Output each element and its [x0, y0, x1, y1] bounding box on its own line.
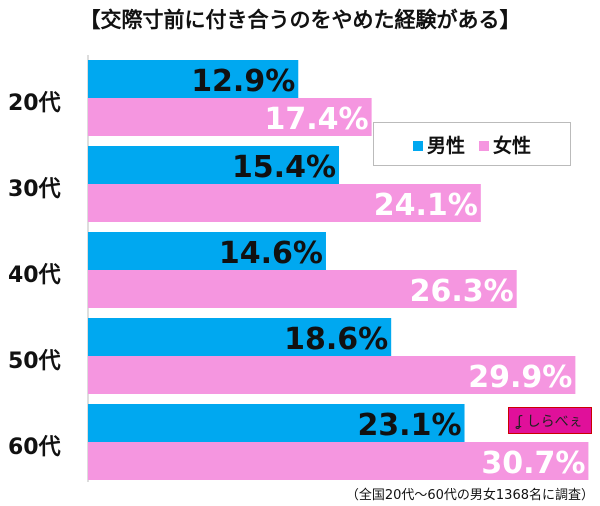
- legend-label-male: 男性: [426, 134, 465, 157]
- bar-male: [88, 404, 465, 442]
- data-label: 30.7%: [481, 446, 585, 481]
- category-label: 20代: [8, 91, 61, 116]
- category-label: 30代: [8, 177, 61, 202]
- legend-swatch-male: [412, 141, 423, 151]
- bar-female: [88, 442, 589, 480]
- bar-female: [88, 356, 576, 394]
- bar-female: [88, 98, 372, 136]
- data-label: 17.4%: [265, 102, 369, 137]
- data-label: 26.3%: [410, 274, 514, 309]
- data-label: 29.9%: [468, 360, 572, 395]
- data-label: 24.1%: [374, 188, 478, 223]
- category-label: 60代: [8, 435, 61, 460]
- chart-title: 【交際寸前に付き合うのをやめた経験がある】: [79, 8, 521, 32]
- bar-female: [88, 184, 481, 222]
- bar-male: [88, 318, 392, 356]
- legend-item-female: 女性: [479, 131, 531, 158]
- category-label: 50代: [8, 349, 61, 374]
- bar-male: [88, 60, 299, 98]
- data-label: 15.4%: [232, 150, 336, 185]
- data-label: 12.9%: [191, 64, 295, 99]
- bar-female: [88, 270, 517, 308]
- data-label: 23.1%: [357, 408, 461, 443]
- survey-note: （全国20代〜60代の男女1368名に調査）: [345, 488, 594, 503]
- bar-male: [88, 232, 326, 270]
- legend-swatch-female: [479, 141, 489, 151]
- bar-male: [88, 146, 340, 184]
- data-label: 14.6%: [219, 236, 323, 271]
- legend: 男性 女性: [373, 122, 571, 166]
- legend-item-male: 男性: [412, 131, 465, 158]
- legend-label-female: 女性: [493, 134, 532, 157]
- category-label: 40代: [8, 263, 61, 288]
- shirabee-logo: ʆ しらべぇ: [508, 407, 592, 434]
- data-label: 18.6%: [284, 322, 388, 357]
